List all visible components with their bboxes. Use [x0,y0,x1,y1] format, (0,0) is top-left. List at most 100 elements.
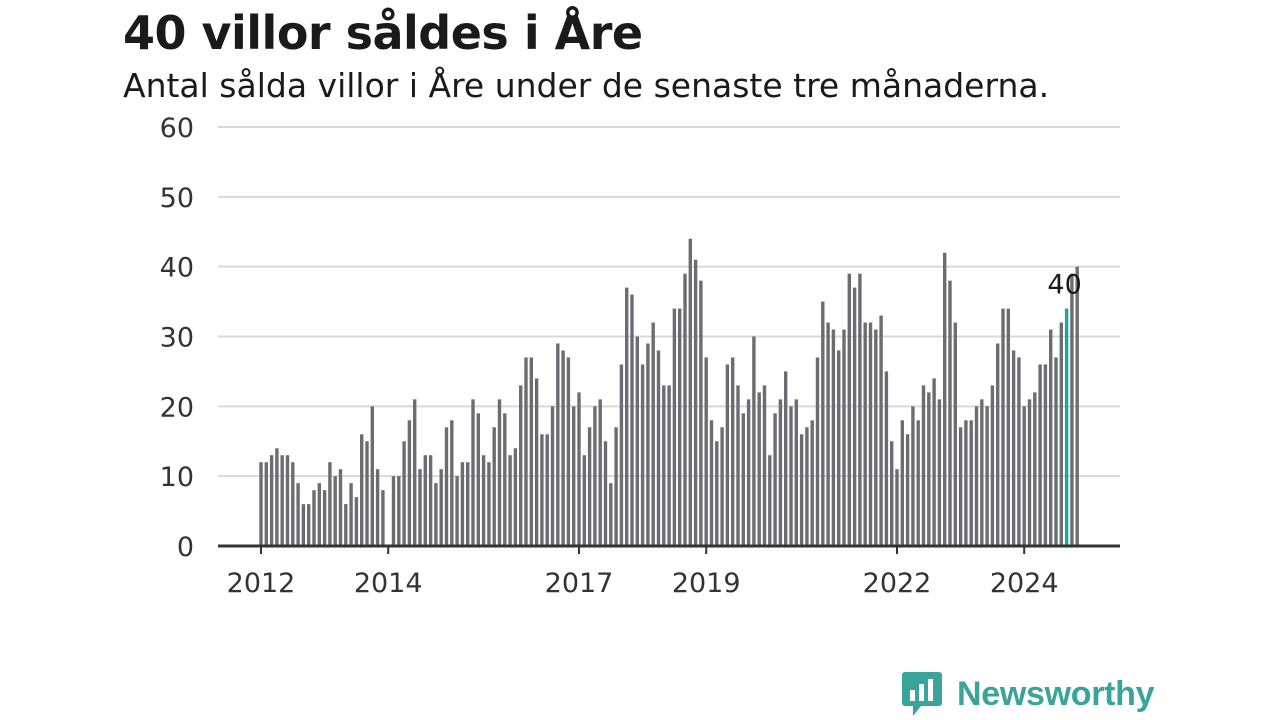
bar [879,315,883,546]
bar [497,399,502,546]
bar-chart: 0 10 20 30 40 50 60 40 2012 2014 2017 2019 2022 2024 [160,113,1120,599]
bar [741,413,745,546]
bar [428,455,433,546]
bar [948,280,952,546]
bar [609,483,613,546]
highlight-bar [1064,308,1069,546]
bar [556,343,560,546]
bar [905,434,910,546]
bar [476,413,480,546]
bar [577,392,581,546]
bar [916,420,920,546]
bar [513,448,518,546]
bar [534,378,539,546]
bar [1075,266,1079,546]
y-tick-label: 40 [160,253,194,284]
bar [460,462,465,546]
bar [874,329,878,546]
bar [932,378,936,546]
bar [746,399,751,546]
bar [662,385,666,546]
bar [524,357,528,546]
bar [784,371,788,546]
bar [969,420,973,546]
bar [603,441,608,546]
bar [439,469,443,546]
bar [852,287,857,546]
bar [407,420,412,546]
bar [863,322,867,546]
bar [921,385,926,546]
bar [937,399,942,546]
bar [587,427,592,546]
bar [667,385,671,546]
bar [1043,364,1048,546]
bar [715,441,719,546]
bar [381,490,385,546]
bar [640,364,645,546]
bar [365,441,369,546]
bar [858,273,862,546]
bar [821,301,825,546]
bar [958,427,963,546]
bar [328,462,332,546]
bar [349,483,353,546]
bar [990,385,995,546]
bar [1006,308,1010,546]
bar [736,385,740,546]
bar [423,455,427,546]
bar [503,413,507,546]
bar [540,434,544,546]
bar [450,420,454,546]
bar [481,455,486,546]
bar [375,469,380,546]
bar [1022,406,1026,546]
bar [1033,392,1037,546]
bar [338,469,343,546]
bar [545,434,549,546]
bar [344,504,348,546]
bar [322,490,327,546]
bar [762,385,767,546]
bar [720,427,724,546]
bar [550,406,555,546]
bar [312,490,316,546]
y-tick-label: 30 [160,323,194,354]
bar [810,420,814,546]
bar [709,420,714,546]
bar [964,420,968,546]
bar [492,427,496,546]
bar [789,406,793,546]
bar [593,406,597,546]
bar [1027,399,1032,546]
bar [333,476,337,546]
y-tick-label: 0 [177,532,194,563]
bar [519,385,523,546]
bar [582,455,586,546]
bar [572,406,576,546]
bar [614,427,618,546]
newsworthy-logo: Newsworthy [901,670,1155,718]
bar [455,476,459,546]
bar [1070,273,1074,546]
bar [900,420,904,546]
chart-title: 40 villor såldes i Åre [123,6,643,60]
bar [847,273,851,546]
bar [773,413,777,546]
data-label: 40 [1047,270,1081,301]
bar [778,399,783,546]
bar [264,462,268,546]
bar [418,469,422,546]
bar [837,350,841,546]
bar [296,483,300,546]
bar [985,406,989,546]
bar [487,462,491,546]
bar [466,462,470,546]
bar [259,462,263,546]
bar [826,322,830,546]
bar [768,455,772,546]
bar [402,441,406,546]
bar [508,455,512,546]
bar [974,406,979,546]
x-tick-label: 2017 [545,568,614,599]
